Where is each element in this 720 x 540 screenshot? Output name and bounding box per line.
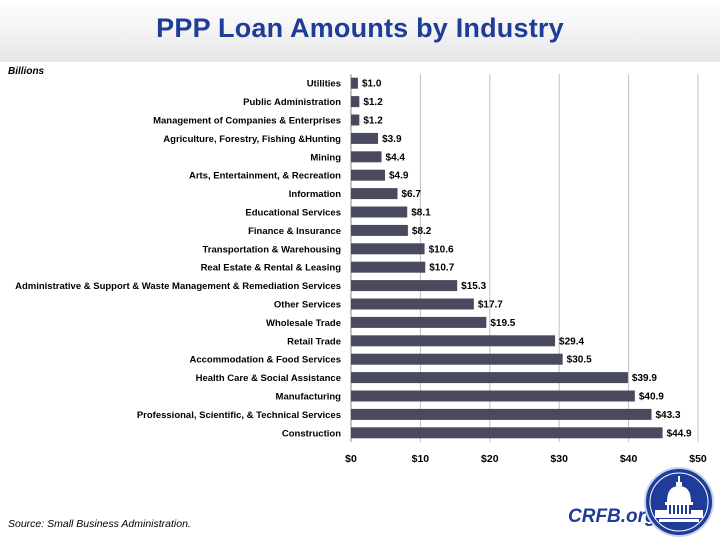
x-tick-label: $20 — [481, 453, 499, 465]
value-label: $19.5 — [490, 318, 515, 329]
category-label: Wholesale Trade — [266, 318, 341, 329]
value-label: $1.0 — [362, 79, 382, 90]
bar — [351, 96, 360, 108]
category-label: Health Care & Social Assistance — [196, 373, 341, 384]
value-label: $29.4 — [559, 336, 584, 347]
value-label: $4.9 — [389, 171, 409, 182]
unit-label: Billions — [8, 66, 45, 77]
bar — [351, 427, 663, 439]
value-label: $6.7 — [401, 189, 421, 200]
x-tick-label: $0 — [345, 453, 357, 465]
value-label: $43.3 — [656, 410, 681, 421]
category-label: Mining — [310, 152, 341, 163]
category-label: Agriculture, Forestry, Fishing &Hunting — [163, 134, 341, 145]
x-tick-label: $30 — [550, 453, 568, 465]
bar-chart: $0 $10 $20 $30 $40 $50 Utilities $1.0 Public Adm… — [15, 74, 707, 465]
x-tick-label: $10 — [412, 453, 430, 465]
bars-layer — [351, 77, 663, 439]
bar — [351, 243, 425, 255]
bar — [351, 372, 628, 384]
bar — [351, 224, 408, 236]
value-label: $10.7 — [429, 263, 454, 274]
grid-layer — [350, 74, 699, 442]
value-label: $8.1 — [411, 208, 431, 219]
category-label: Real Estate & Rental & Leasing — [201, 263, 342, 274]
value-label: $30.5 — [567, 355, 592, 366]
bar — [351, 390, 635, 402]
bar — [351, 298, 474, 310]
category-label: Construction — [282, 428, 341, 439]
value-label: $10.6 — [429, 244, 454, 255]
value-label: $40.9 — [639, 392, 664, 403]
category-label: Public Administration — [243, 97, 341, 108]
category-label: Transportation & Warehousing — [203, 244, 342, 255]
category-label: Arts, Entertainment, & Recreation — [189, 171, 341, 182]
category-label: Other Services — [274, 300, 341, 311]
value-label: $1.2 — [363, 116, 383, 127]
value-label: $44.9 — [667, 428, 692, 439]
bar — [351, 335, 556, 347]
value-label: $17.7 — [478, 300, 503, 311]
bar — [351, 353, 563, 365]
x-tick-label: $50 — [689, 453, 707, 465]
bar — [351, 77, 358, 89]
bar — [351, 132, 379, 144]
category-label: Professional, Scientific, & Technical Se… — [137, 410, 341, 421]
bar — [351, 188, 398, 200]
bar — [351, 316, 487, 328]
title-band — [0, 0, 720, 62]
value-label: $3.9 — [382, 134, 402, 145]
bar — [351, 280, 458, 292]
bar — [351, 206, 408, 218]
category-label: Management of Companies & Enterprises — [153, 116, 341, 127]
category-label: Finance & Insurance — [248, 226, 341, 237]
source-note: Source: Small Business Administration. — [8, 518, 191, 530]
value-label: $8.2 — [412, 226, 432, 237]
category-label: Accommodation & Food Services — [189, 355, 341, 366]
bar — [351, 169, 386, 181]
bar — [351, 261, 426, 273]
category-label: Educational Services — [245, 208, 341, 219]
value-label: $1.2 — [363, 97, 383, 108]
x-tick-label: $40 — [620, 453, 638, 465]
value-label: $15.3 — [461, 281, 486, 292]
bar — [351, 408, 652, 420]
value-label: $4.4 — [386, 152, 406, 163]
category-label: Utilities — [307, 79, 341, 90]
category-label: Information — [289, 189, 341, 200]
page-title: PPP Loan Amounts by Industry — [156, 13, 564, 43]
value-label: $39.9 — [632, 373, 657, 384]
category-label: Retail Trade — [287, 336, 341, 347]
brand-link[interactable]: CRFB.org — [568, 506, 657, 527]
category-label: Manufacturing — [276, 392, 342, 403]
category-label: Administrative & Support & Waste Managem… — [15, 281, 341, 292]
capitol-dome-logo-icon — [644, 467, 714, 537]
labels-layer: $0 $10 $20 $30 $40 $50 Utilities $1.0 Public Adm… — [15, 79, 707, 465]
bar — [351, 151, 382, 163]
bar — [351, 114, 360, 126]
